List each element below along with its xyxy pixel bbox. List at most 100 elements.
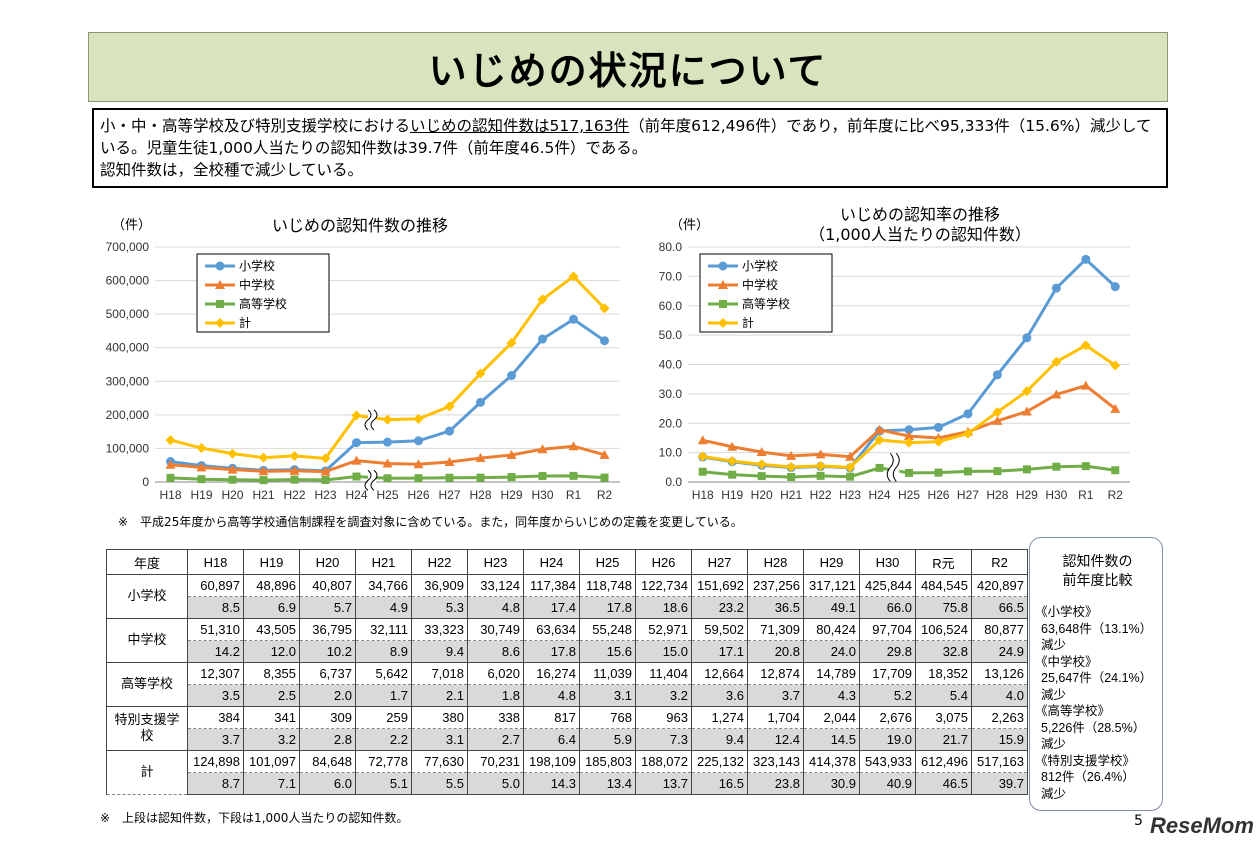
rate-cell: 3.1 [579, 684, 636, 707]
data-point [445, 473, 454, 482]
y-tick-label: 500,000 [106, 307, 150, 321]
y-tick-label: 600,000 [106, 274, 150, 288]
y-tick-label: 80.0 [659, 240, 683, 254]
header-year-cell: R元 [915, 549, 972, 575]
data-point [476, 473, 485, 482]
count-cell: 420,897 [971, 574, 1028, 597]
rate-cell: 4.0 [971, 684, 1028, 707]
x-tick-label: H25 [376, 488, 398, 502]
data-point [538, 472, 547, 481]
header-year-cell: H18 [187, 549, 244, 575]
legend-label: 計 [239, 315, 251, 330]
axis-break-mark [364, 409, 378, 431]
count-cell: 963 [635, 706, 692, 729]
rate-cell: 7.3 [635, 728, 692, 751]
data-point [904, 431, 914, 441]
right-chart-subtitle: （1,000人当たりの認知件数） [809, 225, 1031, 244]
data-point [215, 261, 225, 271]
rate-cell: 3.2 [243, 728, 300, 751]
data-point [846, 472, 855, 481]
count-cell: 33,323 [411, 618, 468, 641]
count-cell: 414,378 [803, 750, 860, 773]
rate-cell: 1.8 [467, 684, 524, 707]
count-cell: 425,844 [859, 574, 916, 597]
y-tick-label: 10.0 [659, 446, 683, 460]
data-point [934, 468, 943, 477]
count-cell: 59,502 [691, 618, 748, 641]
data-point [1052, 462, 1061, 471]
data-point [1051, 389, 1062, 399]
count-cell: 7,018 [411, 662, 468, 685]
count-cell: 237,256 [747, 574, 804, 597]
data-point [600, 473, 609, 482]
rate-cell: 5.7 [299, 596, 356, 619]
y-tick-label: 400,000 [106, 341, 150, 355]
data-point [444, 457, 455, 467]
count-cell: 317,121 [803, 574, 860, 597]
count-cell: 323,143 [747, 750, 804, 773]
count-cell: 70,231 [467, 750, 524, 773]
count-cell: 259 [355, 706, 412, 729]
comparison-value: 63,648件（13.1%） [1041, 621, 1153, 636]
rate-cell: 3.6 [691, 684, 748, 707]
data-point [351, 410, 362, 421]
data-point [507, 473, 516, 482]
data-point [475, 368, 486, 379]
data-point [215, 318, 225, 328]
count-cell: 33,124 [467, 574, 524, 597]
count-cell: 80,424 [803, 618, 860, 641]
data-point [875, 463, 884, 472]
data-point [320, 453, 331, 464]
data-point [506, 450, 517, 460]
data-point [718, 318, 728, 328]
rate-cell: 21.7 [915, 728, 972, 751]
table-row-count: 中学校 51,310 43,505 36,795 32,111 33,323 30,749 6… [106, 618, 1028, 663]
data-point [1022, 465, 1031, 474]
table-row-count: 特別支援学校 384 341 309 259 380 338 817 768 963 1,274 1,… [106, 706, 1028, 751]
data-point [476, 397, 485, 407]
legend-label: 小学校 [239, 258, 275, 273]
count-cell: 14,789 [803, 662, 860, 685]
rate-cell: 17.8 [579, 596, 636, 619]
count-cell: 12,307 [187, 662, 244, 685]
y-tick-label: 200,000 [106, 408, 150, 422]
count-cell: 517,163 [971, 750, 1028, 773]
x-tick-label: H29 [500, 488, 522, 502]
rate-cell: 3.7 [747, 684, 804, 707]
rate-cell: 46.5 [915, 772, 972, 795]
comparison-change: 減少 [1041, 687, 1067, 702]
data-point [352, 472, 361, 481]
count-cell: 43,505 [243, 618, 300, 641]
count-cell: 52,971 [635, 618, 692, 641]
row-label: 計 [106, 750, 188, 795]
rate-cell: 8.7 [187, 772, 244, 795]
data-point [874, 424, 885, 434]
rate-cell: 2.5 [243, 684, 300, 707]
data-point [697, 451, 708, 462]
data-point [963, 467, 972, 476]
count-cell: 51,310 [187, 618, 244, 641]
count-cell: 48,896 [243, 574, 300, 597]
comparison-value: 5,226件（28.5%） [1041, 720, 1146, 735]
y-tick-label: 50.0 [659, 328, 683, 342]
legend-label: 高等学校 [239, 296, 287, 311]
count-cell: 97,704 [859, 618, 916, 641]
axis-break [889, 453, 900, 482]
data-point [786, 450, 797, 460]
rate-cell: 12.0 [243, 640, 300, 663]
data-point [697, 435, 708, 445]
data-point [962, 428, 973, 439]
data-point [227, 464, 238, 474]
rate-cell: 3.5 [187, 684, 244, 707]
count-cell: 6,020 [467, 662, 524, 685]
rate-cell: 23.2 [691, 596, 748, 619]
rate-cell: 2.1 [411, 684, 468, 707]
x-tick-label: R2 [1108, 488, 1124, 502]
x-tick-label: H21 [780, 488, 802, 502]
comparison-item: 《高等学校》 5,226件（28.5%） 減少 [1035, 703, 1160, 753]
table-row-count: 小学校 60,897 48,896 40,807 34,766 36,909 33,124 1… [106, 574, 1028, 619]
data-point [445, 426, 454, 436]
data-point [728, 470, 737, 479]
data-point [215, 280, 225, 289]
data-point [351, 455, 362, 465]
